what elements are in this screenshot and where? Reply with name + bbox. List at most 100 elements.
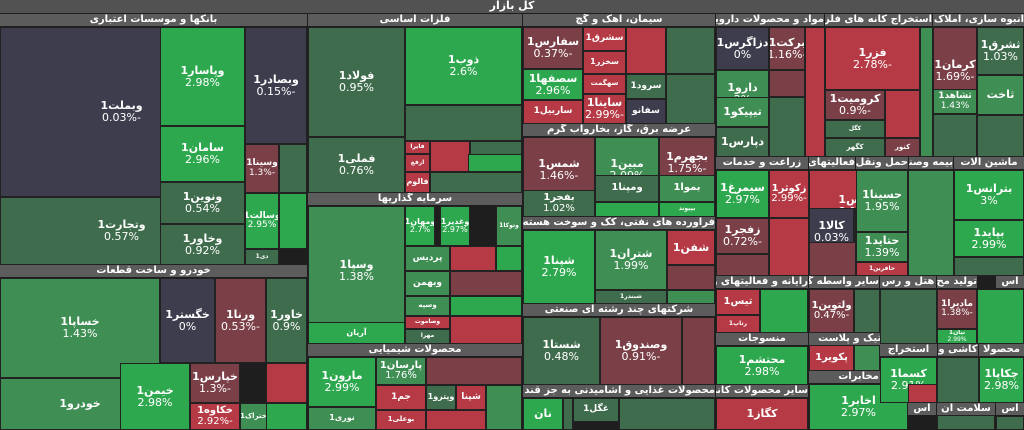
- treemap-tile[interactable]: [266, 363, 307, 403]
- treemap-tile[interactable]: [405, 105, 522, 141]
- treemap-tile[interactable]: وسپه: [405, 296, 450, 316]
- treemap-tile[interactable]: [933, 114, 977, 157]
- treemap-tile[interactable]: پارسان1 1.76%: [376, 357, 426, 385]
- treemap-tile[interactable]: برکت1-1.16%: [769, 27, 805, 70]
- treemap-tile[interactable]: فولاد1 0.95%: [308, 27, 405, 137]
- treemap-tile[interactable]: وسپا1 1.38%: [308, 206, 405, 336]
- treemap-tile[interactable]: تیپیکو1: [716, 97, 769, 127]
- treemap-tile[interactable]: دزاگرس1 0%: [716, 27, 769, 70]
- treemap-tile[interactable]: ومپنا1: [595, 175, 659, 202]
- treemap-tile[interactable]: نیان1 2.99%: [937, 329, 977, 344]
- treemap-tile[interactable]: کگهر: [825, 138, 885, 157]
- treemap-tile[interactable]: حسینا1 1.95%: [856, 170, 908, 232]
- treemap-tile[interactable]: [667, 290, 715, 304]
- treemap-tile[interactable]: سیمرغ1 2.97%: [716, 170, 769, 218]
- treemap-tile[interactable]: [626, 27, 666, 74]
- treemap-tile[interactable]: [667, 265, 715, 290]
- treemap-tile[interactable]: ختراک1: [240, 403, 267, 430]
- treemap-tile[interactable]: مارون1 2.99%: [308, 357, 376, 407]
- treemap-tile[interactable]: [450, 296, 522, 316]
- treemap-tile[interactable]: جم1: [376, 385, 426, 410]
- treemap-tile[interactable]: [595, 202, 659, 217]
- treemap-tile[interactable]: [266, 403, 307, 430]
- treemap-tile[interactable]: [908, 170, 954, 276]
- treemap-tile[interactable]: [809, 242, 856, 276]
- treemap-tile[interactable]: کرومیت1 -0.9%: [825, 90, 885, 120]
- treemap-tile[interactable]: خکاوه1 -2.92%: [190, 403, 240, 430]
- treemap-tile[interactable]: وبصادر1 -0.15%: [245, 27, 307, 144]
- treemap-tile[interactable]: خپارس1 -1.3%: [190, 363, 240, 403]
- treemap-tile[interactable]: ونوین1 0.54%: [160, 182, 245, 224]
- treemap-tile[interactable]: تیس1: [716, 289, 760, 315]
- treemap-tile[interactable]: [279, 193, 307, 249]
- treemap-tile[interactable]: وسالت12.95%: [245, 193, 279, 249]
- treemap-tile[interactable]: بموا1: [659, 175, 715, 202]
- treemap-tile[interactable]: [716, 254, 769, 276]
- treemap-tile[interactable]: [996, 416, 1024, 430]
- treemap-tile[interactable]: [805, 27, 825, 157]
- treemap-tile[interactable]: [486, 385, 522, 430]
- treemap-tile[interactable]: [977, 289, 1024, 344]
- treemap-tile[interactable]: بپیوند: [659, 202, 715, 217]
- treemap-tile[interactable]: [496, 246, 522, 271]
- treemap-tile[interactable]: حافرین1: [856, 262, 908, 276]
- treemap-tile[interactable]: کگاز1: [716, 398, 808, 430]
- treemap-tile[interactable]: سصفها1 2.96%: [523, 69, 583, 100]
- treemap-tile[interactable]: [450, 316, 522, 344]
- treemap-tile[interactable]: زکوثر1 -2.99%: [769, 170, 809, 218]
- treemap-tile[interactable]: نان: [523, 398, 563, 430]
- treemap-tile[interactable]: سخزر1: [583, 51, 626, 74]
- treemap-tile[interactable]: [430, 141, 470, 172]
- treemap-tile[interactable]: [666, 74, 715, 124]
- treemap-tile[interactable]: ارفع: [405, 154, 430, 172]
- treemap-tile[interactable]: حتاید1 1.39%: [856, 232, 908, 262]
- treemap-tile[interactable]: [279, 144, 307, 193]
- treemap-tile[interactable]: [908, 384, 937, 403]
- treemap-tile[interactable]: وبهمن: [405, 271, 450, 296]
- treemap-tile[interactable]: [885, 90, 920, 138]
- treemap-tile[interactable]: فایرا: [405, 141, 430, 154]
- treemap-tile[interactable]: بترانس1 3%: [954, 170, 1024, 220]
- treemap-tile[interactable]: وخاور1 0.92%: [160, 224, 245, 265]
- treemap-tile[interactable]: وصندوق1 -0.91%: [600, 317, 682, 385]
- treemap-tile[interactable]: کگل: [825, 120, 885, 138]
- treemap-tile[interactable]: [769, 218, 809, 276]
- treemap-tile[interactable]: [880, 289, 937, 344]
- treemap-tile[interactable]: [977, 115, 1024, 157]
- treemap-tile[interactable]: [430, 172, 522, 193]
- treemap-tile[interactable]: فملی1 0.76%: [308, 137, 405, 193]
- treemap-tile[interactable]: [954, 257, 1024, 276]
- treemap-tile[interactable]: خگستر1 0%: [160, 278, 215, 363]
- treemap-tile[interactable]: سفارس1 -0.37%: [523, 27, 583, 69]
- treemap-tile[interactable]: شپنا: [456, 385, 486, 410]
- treemap-tile[interactable]: [920, 27, 933, 157]
- treemap-tile[interactable]: سرود1: [626, 74, 666, 99]
- treemap-tile[interactable]: دپارس1: [716, 127, 769, 157]
- treemap-tile[interactable]: سفانو: [626, 99, 666, 124]
- treemap-tile[interactable]: ساینا1 -2.99%: [583, 94, 626, 124]
- treemap-tile[interactable]: نوری1: [308, 407, 376, 430]
- treemap-tile[interactable]: [854, 289, 880, 333]
- treemap-tile[interactable]: [619, 398, 715, 430]
- treemap-tile[interactable]: سامان1 2.96%: [160, 126, 245, 182]
- treemap-tile[interactable]: [760, 289, 808, 333]
- treemap-tile[interactable]: شفن1: [667, 230, 715, 265]
- treemap-tile[interactable]: [426, 357, 522, 385]
- treemap-tile[interactable]: سهگمت: [583, 74, 626, 94]
- treemap-tile[interactable]: شبندر1: [595, 290, 667, 304]
- treemap-tile[interactable]: غگل1: [573, 398, 619, 422]
- treemap-tile[interactable]: مادیرا1 -1.38%: [937, 289, 977, 329]
- treemap-tile[interactable]: وسینا1 -1.3%: [245, 144, 279, 193]
- treemap-tile[interactable]: کنور: [885, 138, 920, 157]
- treemap-tile[interactable]: [769, 70, 805, 97]
- treemap-tile[interactable]: ولتوین1 -0.47%: [809, 289, 854, 333]
- treemap-tile[interactable]: شپنا1 2.79%: [523, 230, 595, 304]
- treemap-tile[interactable]: ثشاهد1 1.43%: [933, 89, 977, 114]
- treemap-tile[interactable]: بفجر1 1.02%: [523, 190, 595, 217]
- treemap-tile[interactable]: فزر1 -2.78%: [825, 27, 920, 90]
- treemap-tile[interactable]: [666, 27, 715, 74]
- treemap-tile[interactable]: [937, 357, 979, 403]
- treemap-tile[interactable]: [426, 410, 486, 430]
- treemap-tile[interactable]: شستا1 0.48%: [523, 317, 600, 385]
- treemap-tile[interactable]: بپاید1 2.99%: [954, 220, 1024, 257]
